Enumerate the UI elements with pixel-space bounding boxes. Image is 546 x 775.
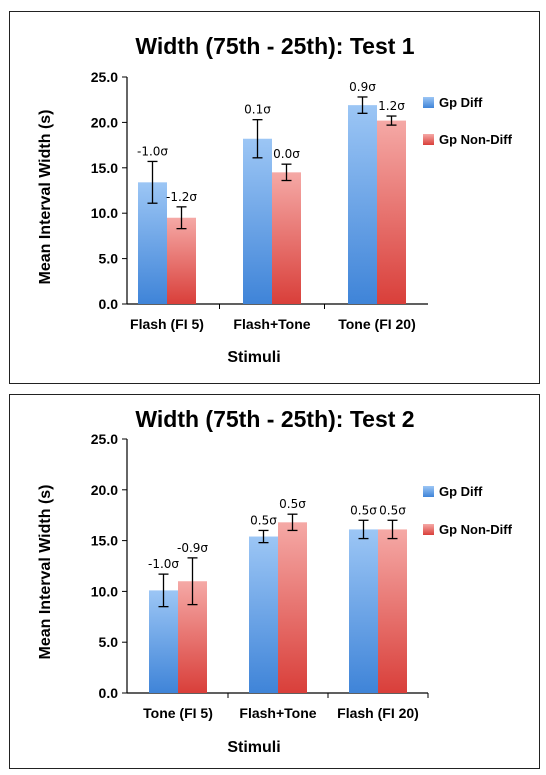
bar [349,529,378,693]
bar [348,105,377,304]
data-label: 0.5σ [350,503,377,517]
bar [378,529,407,693]
data-label: 0.0σ [273,147,300,161]
x-category-label: Flash (FI 5) [130,316,204,332]
bar [272,172,301,304]
data-label: 0.5σ [250,513,277,527]
data-label: 0.1σ [244,103,271,117]
chart-svg-test-2: Width (75th - 25th): Test 2 Mean Interva… [37,406,513,756]
chart-svg-test-1: Width (75th - 25th): Test 1 Mean Interva… [37,33,513,366]
data-label: 0.5σ [379,503,406,517]
x-axis-title: Stimuli [227,739,280,756]
data-label: -1.0σ [148,557,179,571]
y-tick-label: 10.0 [91,583,118,599]
bar [149,590,178,693]
bar [243,138,272,304]
data-label: 1.2σ [378,99,405,113]
y-tick-label: 25.0 [91,431,118,447]
y-tick-label: 15.0 [91,160,118,176]
legend-swatch [423,134,434,145]
data-label: -1.0σ [137,144,168,158]
bar [249,536,278,693]
bar [278,522,307,693]
bar [167,217,196,304]
x-category-label: Tone (FI 20) [338,316,416,332]
legend-swatch [423,486,434,497]
y-tick-label: 20.0 [91,114,118,130]
legend-label: Gp Diff [439,95,483,110]
chart-title: Width (75th - 25th): Test 2 [135,406,414,432]
x-axis-title: Stimuli [227,349,280,366]
legend-label: Gp Non-Diff [439,522,513,537]
bar [377,120,406,304]
x-category-label: Tone (FI 5) [143,705,213,721]
y-tick-label: 5.0 [99,634,119,650]
y-tick-label: 20.0 [91,482,118,498]
y-tick-label: 15.0 [91,533,118,549]
data-label: 0.5σ [279,497,306,511]
chart-title: Width (75th - 25th): Test 1 [135,33,414,59]
data-label: 0.9σ [349,80,376,94]
data-label: -0.9σ [177,541,208,555]
y-tick-label: 25.0 [91,69,118,85]
y-tick-label: 5.0 [99,251,119,267]
y-tick-label: 0.0 [99,685,119,701]
legend-label: Gp Diff [439,484,483,499]
y-tick-label: 0.0 [99,296,119,312]
legend-swatch [423,97,434,108]
x-category-label: Flash+Tone [233,316,310,332]
legend-label: Gp Non-Diff [439,132,513,147]
x-category-label: Flash+Tone [239,705,316,721]
y-axis-title: Mean Interval Width (s) [37,485,54,660]
chart-panel-test-2: Width (75th - 25th): Test 2 Mean Interva… [9,394,540,769]
y-axis-title: Mean Interval Width (s) [37,110,54,285]
y-tick-label: 10.0 [91,205,118,221]
chart-panel-test-1: Width (75th - 25th): Test 1 Mean Interva… [9,11,540,384]
legend-swatch [423,524,434,535]
data-label: -1.2σ [166,190,197,204]
x-category-label: Flash (FI 20) [337,705,419,721]
